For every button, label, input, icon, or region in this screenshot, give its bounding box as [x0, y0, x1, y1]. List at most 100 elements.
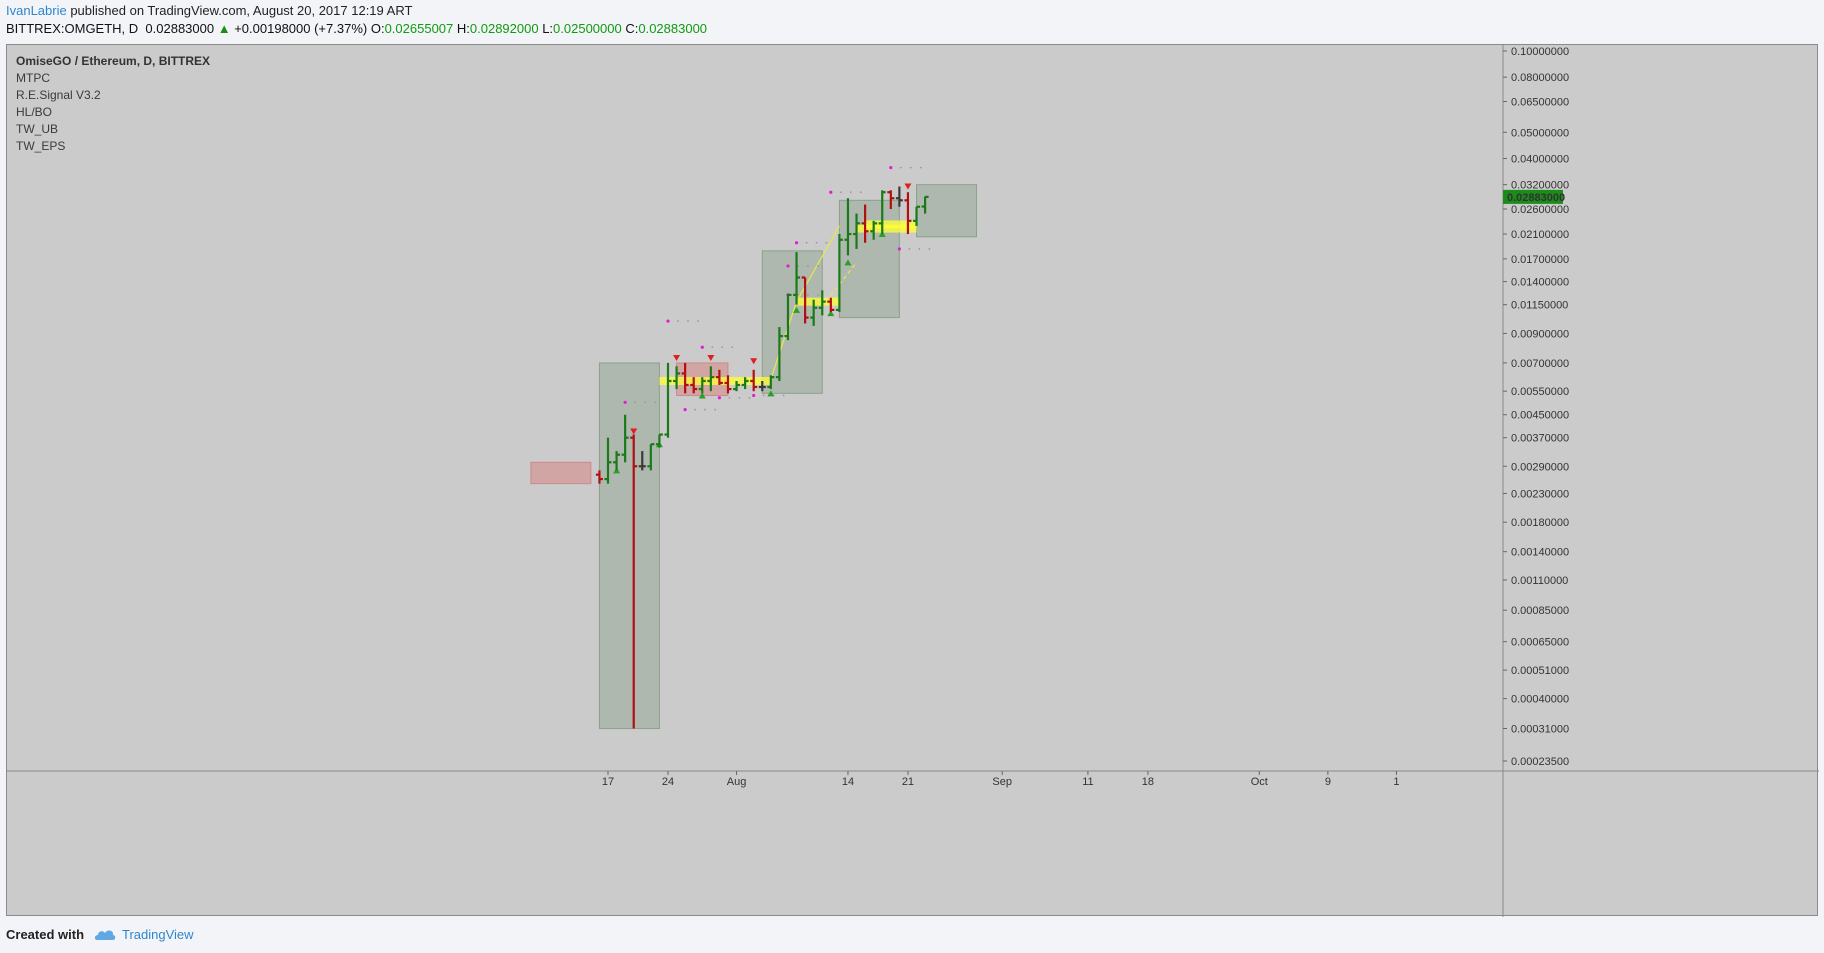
signal-dot-trail: [918, 248, 921, 250]
signal-dot: [717, 396, 722, 400]
ohlc-bar: [690, 377, 698, 394]
legend-indicator[interactable]: TW_UB: [16, 122, 58, 136]
highlight-band: [856, 224, 917, 233]
buy-signal-triangle: [698, 392, 706, 399]
signal-dot-trail: [644, 401, 647, 404]
low-label: L:: [542, 21, 554, 36]
signal-dot-trail: [731, 346, 734, 349]
tradingview-link[interactable]: TradingView: [122, 927, 194, 942]
legend-indicator[interactable]: MTPC: [16, 71, 50, 85]
price-tick-label: 0.02100000: [1511, 229, 1569, 241]
signal-dot-trail: [748, 396, 751, 399]
price-tick-label: 0.00550000: [1511, 386, 1569, 398]
ohlc-bar: [724, 375, 732, 394]
signal-dot: [786, 264, 790, 268]
highlight-band: [659, 376, 771, 385]
time-tick-label: 21: [902, 776, 914, 788]
high-label: H:: [456, 21, 470, 36]
price-tick-label: 0.03200000: [1511, 180, 1569, 192]
signal-dot-trail: [817, 265, 819, 267]
price-tick-label: 0.00085000: [1511, 605, 1569, 617]
signal-dot: [683, 408, 687, 412]
time-tick-label: 18: [1142, 776, 1154, 788]
ohlc-bar: [801, 276, 809, 324]
ohlc-bar: [895, 186, 903, 207]
signal-dot-trail: [859, 191, 862, 194]
author-link[interactable]: IvanLabrie: [6, 3, 67, 18]
time-tick-label: Oct: [1251, 776, 1268, 788]
price-tick-label: 0.00450000: [1511, 410, 1569, 422]
green-zone: [598, 362, 660, 730]
time-tick-label: Aug: [727, 776, 747, 788]
signal-dot-trail: [849, 191, 852, 194]
ohlc-bar: [784, 293, 792, 341]
time-tick-label: 17: [602, 776, 614, 788]
legend-indicator[interactable]: TW_EPS: [16, 139, 66, 153]
buy-signal-triangle: [844, 259, 852, 266]
ohlc-bar: [767, 375, 775, 390]
signal-dot-trail: [928, 248, 931, 250]
signal-dot: [889, 166, 893, 170]
chart-canvas[interactable]: 0.10000000 0.08000000 0.06500000 0.05000000…: [7, 45, 1819, 917]
ohlc-bar: [853, 213, 861, 249]
publish-info: IvanLabrie published on TradingView.com,…: [6, 3, 412, 18]
ohlc-bar: [913, 205, 921, 226]
ohlc-bar: [861, 204, 869, 243]
sell-signal-triangle: [904, 183, 912, 190]
ohlc-bar: [878, 190, 886, 235]
ohlc-bar: [630, 434, 638, 729]
price-tick-label: 0.00230000: [1511, 488, 1569, 500]
signal-dot-trail: [714, 408, 717, 411]
price-tick-label: 0.01150000: [1511, 300, 1568, 312]
signal-dot-trail: [677, 320, 679, 322]
signal-dot-trail: [782, 394, 785, 397]
buy-signal-triangle: [767, 390, 775, 397]
sell-signal-triangle: [630, 428, 638, 435]
footer: Created with TradingView: [6, 927, 194, 942]
signal-dot-trail: [694, 408, 697, 411]
signal-dot-trail: [909, 166, 912, 169]
time-tick-label: 11: [1082, 776, 1093, 788]
symbol-quote: BITTREX:OMGETH, D 0.02883000 ▲ +0.001980…: [6, 21, 707, 36]
signal-dot-trail: [721, 346, 724, 349]
price-tick-label: 0.00180000: [1511, 517, 1569, 529]
signal-dot: [700, 345, 704, 349]
price-tick-label: 0.00051000: [1511, 665, 1569, 677]
price-tick-label: 0.00140000: [1511, 547, 1569, 559]
chart-legend: OmiseGO / Ethereum, D, BITTREX MTPC R.E.…: [16, 53, 210, 155]
price-tick-label: 0.00290000: [1511, 461, 1569, 473]
price-tick-label: 0.00110000: [1511, 575, 1568, 587]
sell-signal-triangle: [673, 354, 681, 361]
ohlc-bar: [655, 433, 663, 448]
chart-pane[interactable]: 0.10000000 0.08000000 0.06500000 0.05000000…: [6, 44, 1819, 917]
price-tick-label: 0.00900000: [1511, 328, 1569, 340]
buy-signal-triangle: [793, 306, 801, 313]
sell-signal-triangle: [707, 354, 715, 361]
ohlc-bar: [921, 195, 929, 214]
legend-indicator[interactable]: R.E.Signal V3.2: [16, 88, 101, 102]
ohlc-bar: [638, 451, 646, 471]
price-tick-label: 0.04000000: [1511, 153, 1569, 165]
ohlc-bar: [604, 437, 612, 484]
ohlc-bar: [673, 366, 681, 390]
signal-dot-trail: [704, 408, 707, 411]
low-value: 0.02500000: [553, 21, 622, 36]
price-tick-label: 0.05000000: [1511, 127, 1569, 139]
legend-indicator[interactable]: HL/BO: [16, 105, 53, 119]
ohlc-bar: [870, 220, 878, 240]
signal-dot-trail: [908, 248, 911, 250]
price-tick-label: 0.00370000: [1511, 433, 1569, 445]
last-price-badge: [1503, 189, 1563, 204]
symbol-label: BITTREX:OMGETH, D: [6, 21, 139, 36]
sell-signal-triangle: [750, 358, 758, 365]
signal-dot-trail: [899, 166, 902, 169]
signal-dot-trail: [807, 265, 809, 267]
ohlc-bar: [613, 451, 621, 471]
signal-dot-trail: [687, 320, 689, 322]
signal-dot: [794, 241, 799, 245]
close-label: C:: [625, 21, 639, 36]
last-price: 0.02883000: [145, 21, 215, 36]
open-value: 0.02655007: [384, 21, 454, 36]
ohlc-bar: [664, 362, 672, 438]
open-label: O:: [370, 21, 385, 36]
